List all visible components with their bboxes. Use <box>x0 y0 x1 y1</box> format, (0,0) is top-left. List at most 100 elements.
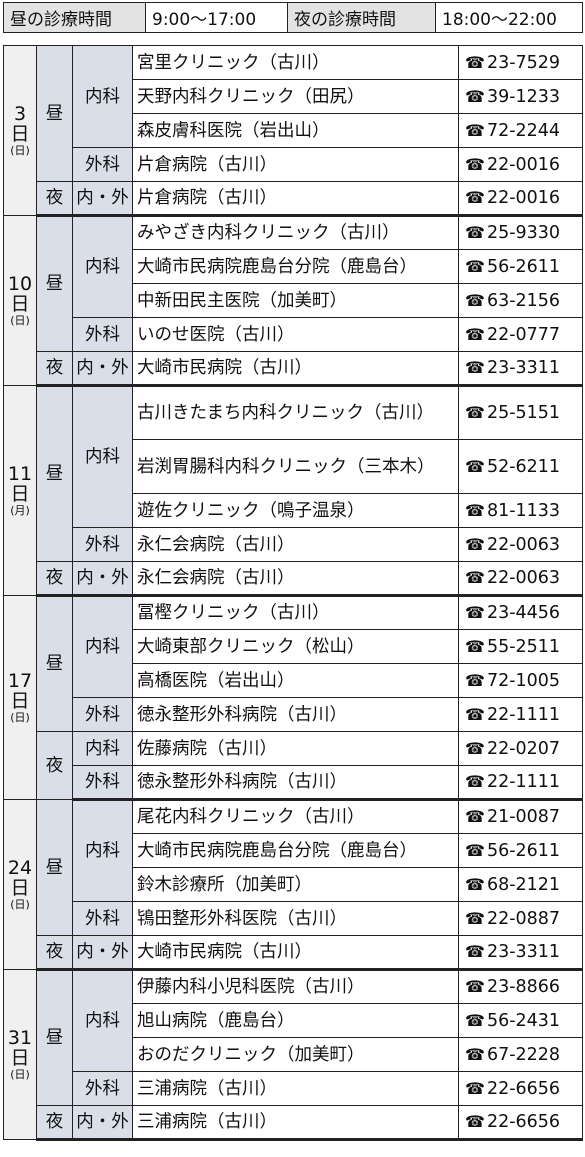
date-day-char: 日 <box>10 690 30 712</box>
phone-number: 72-2244 <box>486 120 561 141</box>
phone-icon: ☎ <box>465 86 485 106</box>
schedule-row: 外科 鴇田整形外科医院（古川） ☎ 22-0887 <box>4 901 583 936</box>
schedule-row: 夜内・外 片倉病院（古川） ☎ 22-0016 <box>4 181 583 217</box>
phone-cell: ☎ 23-8866 <box>458 969 583 1004</box>
schedule-row: 31 日 (日) 昼内科 伊藤内科小児科医院（古川） ☎ 23-8866 <box>3 969 583 1140</box>
schedule-row: 夜内科 佐藤病院（古川） ☎ 22-0207 <box>4 731 583 800</box>
phone-icon: ☎ <box>465 704 485 724</box>
schedule-row: 旭山病院（鹿島台） ☎ 56-2431 <box>4 1003 583 1038</box>
time-slot-cell: 昼 <box>36 45 73 182</box>
phone-number: 22-0207 <box>486 738 561 759</box>
time-slot-cell: 夜 <box>36 351 73 387</box>
date-day-char: 日 <box>10 293 30 315</box>
clinic-name: 岩渕胃腸科内科クリニック（三本木） <box>132 439 459 494</box>
clinic-name: みやざき内科クリニック（古川） <box>132 215 459 250</box>
department-cell: 内科 <box>72 969 133 1072</box>
time-slot-cell: 夜 <box>36 935 73 971</box>
day-hours-label: 昼の診療時間 <box>3 2 146 33</box>
phone-number: 23-8866 <box>486 977 561 997</box>
phone-cell: ☎ 25-5151 <box>458 385 583 440</box>
night-hours-value: 18:00〜22:00 <box>435 2 583 33</box>
phone-number: 21-0087 <box>486 807 561 827</box>
department-cell: 外科 <box>72 697 133 732</box>
phone-number: 23-3311 <box>486 358 561 378</box>
phone-icon: ☎ <box>465 568 485 587</box>
phone-number: 23-7529 <box>486 52 561 73</box>
time-slot-cell: 夜 <box>36 1105 73 1141</box>
clinic-name: 大崎市民病院鹿島台分院（鹿島台） <box>132 249 459 284</box>
department-cell: 内・外 <box>72 561 133 597</box>
schedule-row: 夜内・外 永仁会病院（古川） ☎ 22-0063 <box>4 561 583 597</box>
clinic-name: 鈴木診療所（加美町） <box>132 867 459 902</box>
clinic-name: 伊藤内科小児科医院（古川） <box>132 969 459 1004</box>
phone-cell: ☎ 22-0063 <box>458 527 583 562</box>
phone-icon: ☎ <box>465 1078 485 1098</box>
phone-number: 22-6656 <box>486 1078 561 1099</box>
phone-number: 22-0063 <box>486 568 561 588</box>
time-slot-cell: 昼 <box>36 799 73 936</box>
phone-number: 63-2156 <box>486 290 561 311</box>
phone-cell: ☎ 63-2156 <box>458 283 583 318</box>
phone-icon: ☎ <box>465 603 485 622</box>
phone-cell: ☎ 23-3311 <box>458 351 583 387</box>
phone-number: 22-0887 <box>486 908 561 929</box>
day-hours-value: 9:00〜17:00 <box>145 2 288 33</box>
clinic-name: 宮里クリニック（古川） <box>132 45 459 80</box>
date-day-char: 日 <box>10 1047 30 1069</box>
phone-number: 23-3311 <box>486 942 561 962</box>
date-cell: 3 日 (日) <box>3 45 37 216</box>
date-weekday: (日) <box>10 898 30 911</box>
phone-icon: ☎ <box>465 188 485 207</box>
phone-cell: ☎ 55-2511 <box>458 629 583 664</box>
schedule-row: 3 日 (日) 昼内科 宮里クリニック（古川） ☎ 23-7529 <box>3 45 583 216</box>
date-number: 17 <box>7 670 33 692</box>
schedule-row: 10 日 (日) 昼内科 みやざき内科クリニック（古川） ☎ 25-9330 <box>3 215 583 386</box>
department-cell: 外科 <box>72 1071 133 1106</box>
time-slot-cell: 夜 <box>36 731 73 800</box>
phone-icon: ☎ <box>465 223 485 242</box>
phone-cell: ☎ 56-2611 <box>458 249 583 284</box>
phone-icon: ☎ <box>465 120 485 140</box>
schedule-row: 大崎東部クリニック（松山） ☎ 55-2511 <box>4 629 583 664</box>
phone-number: 52-6211 <box>486 456 561 477</box>
phone-number: 56-2431 <box>486 1010 561 1031</box>
phone-cell: ☎ 67-2228 <box>458 1037 583 1072</box>
department-cell: 内・外 <box>72 935 133 971</box>
phone-cell: ☎ 22-1111 <box>458 765 583 801</box>
schedule-row: 外科 片倉病院（古川） ☎ 22-0016 <box>4 147 583 182</box>
time-slot-cell: 昼 <box>36 595 73 732</box>
clinic-name: 徳永整形外科病院（古川） <box>132 697 459 732</box>
date-weekday: (日) <box>10 314 30 327</box>
phone-cell: ☎ 72-2244 <box>458 113 583 148</box>
phone-cell: ☎ 21-0087 <box>458 799 583 834</box>
schedule-row: 中新田民主医院（加美町） ☎ 63-2156 <box>4 283 583 318</box>
phone-cell: ☎ 22-1111 <box>458 697 583 732</box>
clinic-name: 大崎市民病院（古川） <box>132 351 459 387</box>
time-slot-cell: 昼 <box>36 385 73 562</box>
phone-number: 22-1111 <box>486 772 561 792</box>
phone-icon: ☎ <box>465 807 485 826</box>
schedule-row: 森皮膚科医院（岩出山） ☎ 72-2244 <box>4 113 583 148</box>
phone-cell: ☎ 22-6656 <box>458 1105 583 1141</box>
hours-header: 昼の診療時間 9:00〜17:00 夜の診療時間 18:00〜22:00 <box>3 2 583 33</box>
clinic-name: 永仁会病院（古川） <box>132 527 459 562</box>
date-number: 31 <box>7 1027 33 1049</box>
schedule-row: 遊佐クリニック（鳴子温泉） ☎ 81-1133 <box>4 493 583 528</box>
phone-icon: ☎ <box>465 500 485 520</box>
phone-number: 67-2228 <box>486 1044 561 1065</box>
date-day-char: 日 <box>10 483 30 505</box>
department-cell: 内科 <box>72 595 133 698</box>
date-cell: 11 日 (月) <box>3 385 37 596</box>
schedule-row: 天野内科クリニック（田尻） ☎ 39-1233 <box>4 79 583 114</box>
department-cell: 内科 <box>72 731 133 766</box>
clinic-name: 片倉病院（古川） <box>132 181 459 217</box>
schedule-row: 24 日 (日) 昼内科 尾花内科クリニック（古川） ☎ 21-0087 <box>3 799 583 970</box>
phone-icon: ☎ <box>465 52 485 72</box>
phone-icon: ☎ <box>465 1112 485 1131</box>
phone-icon: ☎ <box>465 358 485 377</box>
date-number: 24 <box>7 857 33 879</box>
clinic-name: 中新田民主医院（加美町） <box>132 283 459 318</box>
phone-cell: ☎ 22-0207 <box>458 731 583 766</box>
department-cell: 内・外 <box>72 1105 133 1141</box>
phone-icon: ☎ <box>465 908 485 928</box>
